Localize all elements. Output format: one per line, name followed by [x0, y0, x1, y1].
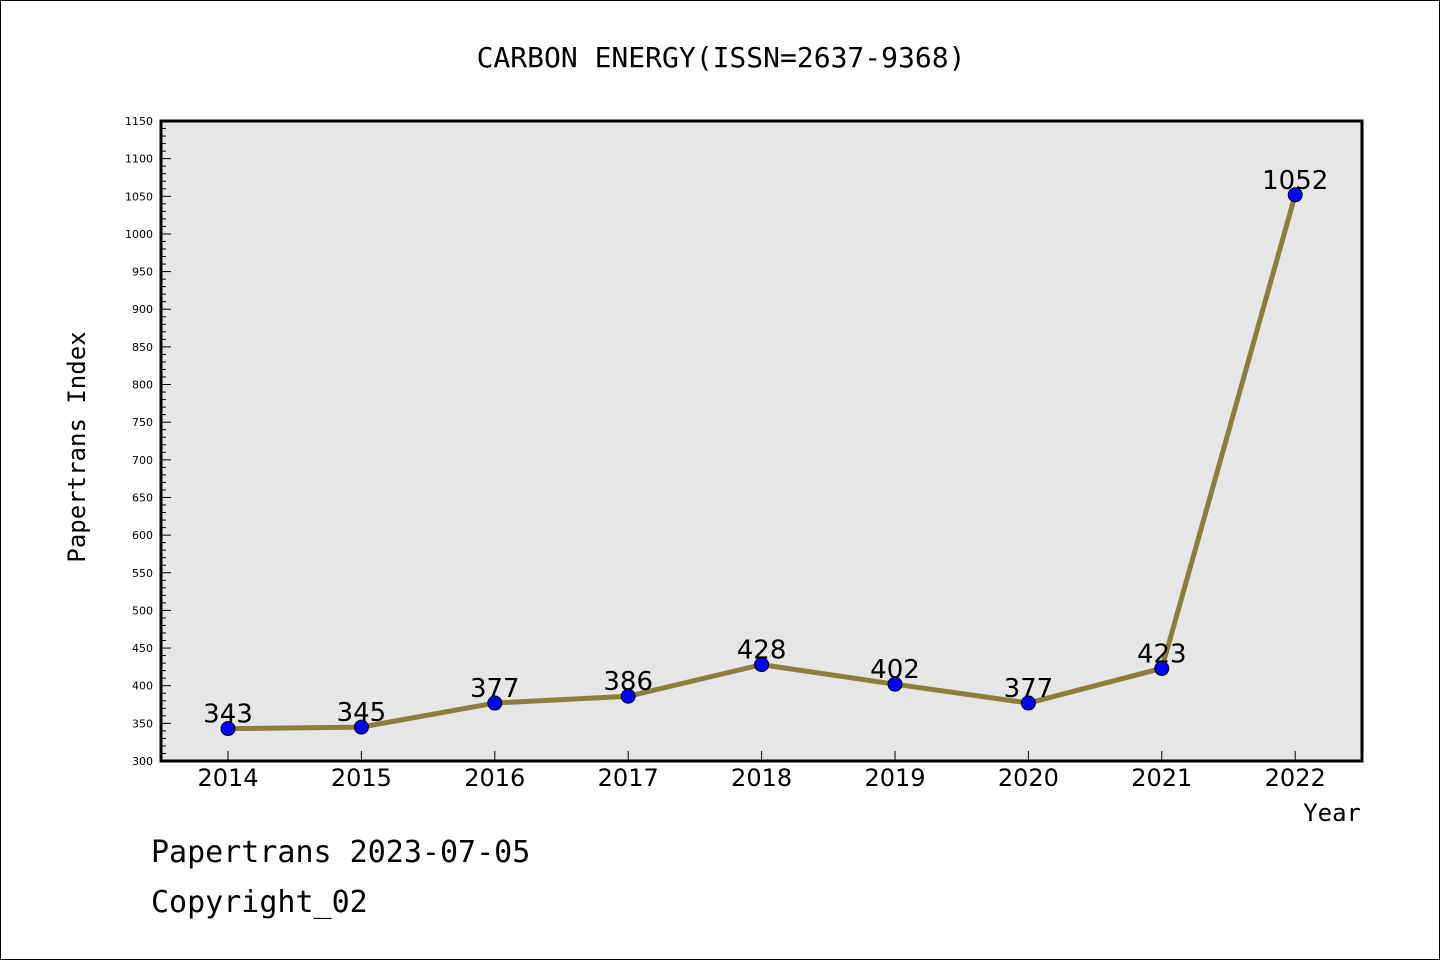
series: 343 345 377 386 428 402 377 423 1052: [203, 166, 1328, 737]
data-point: [754, 657, 770, 673]
data-point: [1287, 187, 1303, 203]
footer-copyright: Copyright_02: [151, 885, 368, 920]
data-label: 377: [1004, 674, 1054, 704]
y-tick-label: 600: [132, 529, 153, 542]
y-tick-label: 750: [132, 416, 153, 429]
y-tick-label: 1000: [125, 228, 153, 241]
x-tick-label: 2018: [731, 764, 792, 792]
data-point: [620, 688, 636, 704]
y-tick-label: 850: [132, 341, 153, 354]
y-tick-label: 400: [132, 680, 153, 693]
y-tick-label: 450: [132, 642, 153, 655]
x-tick-label: 2019: [864, 764, 925, 792]
plot-area: [159, 119, 1364, 763]
y-tick-label: 700: [132, 454, 153, 467]
footer-date: Papertrans 2023-07-05: [151, 835, 531, 870]
data-label: 343: [203, 700, 253, 730]
chart-title: CARBON ENERGY(ISSN=2637-9368): [477, 41, 966, 74]
y-tick-label: 300: [132, 755, 153, 768]
y-tick-label: 900: [132, 303, 153, 316]
x-axis: 2014 2015 2016 2017 2018 2019 2020 2021 2022: [197, 751, 1326, 792]
x-tick-label: 2015: [331, 764, 392, 792]
x-tick-label: 2022: [1265, 764, 1326, 792]
y-tick-label: 550: [132, 567, 153, 580]
data-point: [220, 721, 236, 737]
x-tick-label: 2020: [998, 764, 1059, 792]
data-label: 1052: [1262, 166, 1328, 196]
y-tick-label: 350: [132, 717, 153, 730]
x-tick-label: 2014: [197, 764, 258, 792]
y-axis: 300 350 400 450 500 550 600 650 700 750 800 850 900 9…: [125, 115, 171, 768]
y-tick-label: 800: [132, 379, 153, 392]
data-point: [353, 719, 369, 735]
data-label: 428: [737, 636, 787, 666]
x-tick-label: 2021: [1131, 764, 1192, 792]
y-tick-label: 650: [132, 491, 153, 504]
data-label: 402: [870, 655, 920, 685]
data-label: 345: [337, 698, 387, 728]
y-tick-label: 950: [132, 266, 153, 279]
y-tick-label: 1150: [125, 115, 153, 128]
data-point: [887, 676, 903, 692]
data-label: 423: [1137, 639, 1187, 669]
x-axis-title: Year: [1303, 799, 1361, 827]
data-label: 386: [603, 667, 653, 697]
data-point: [1154, 660, 1170, 676]
x-tick-label: 2017: [598, 764, 659, 792]
y-tick-label: 1100: [125, 153, 153, 166]
data-point: [1020, 695, 1036, 711]
data-label: 377: [470, 674, 520, 704]
y-tick-label: 500: [132, 604, 153, 617]
y-tick-label: 1050: [125, 190, 153, 203]
data-point: [487, 695, 503, 711]
y-axis-title: Papertrans Index: [63, 331, 91, 562]
x-tick-label: 2016: [464, 764, 525, 792]
